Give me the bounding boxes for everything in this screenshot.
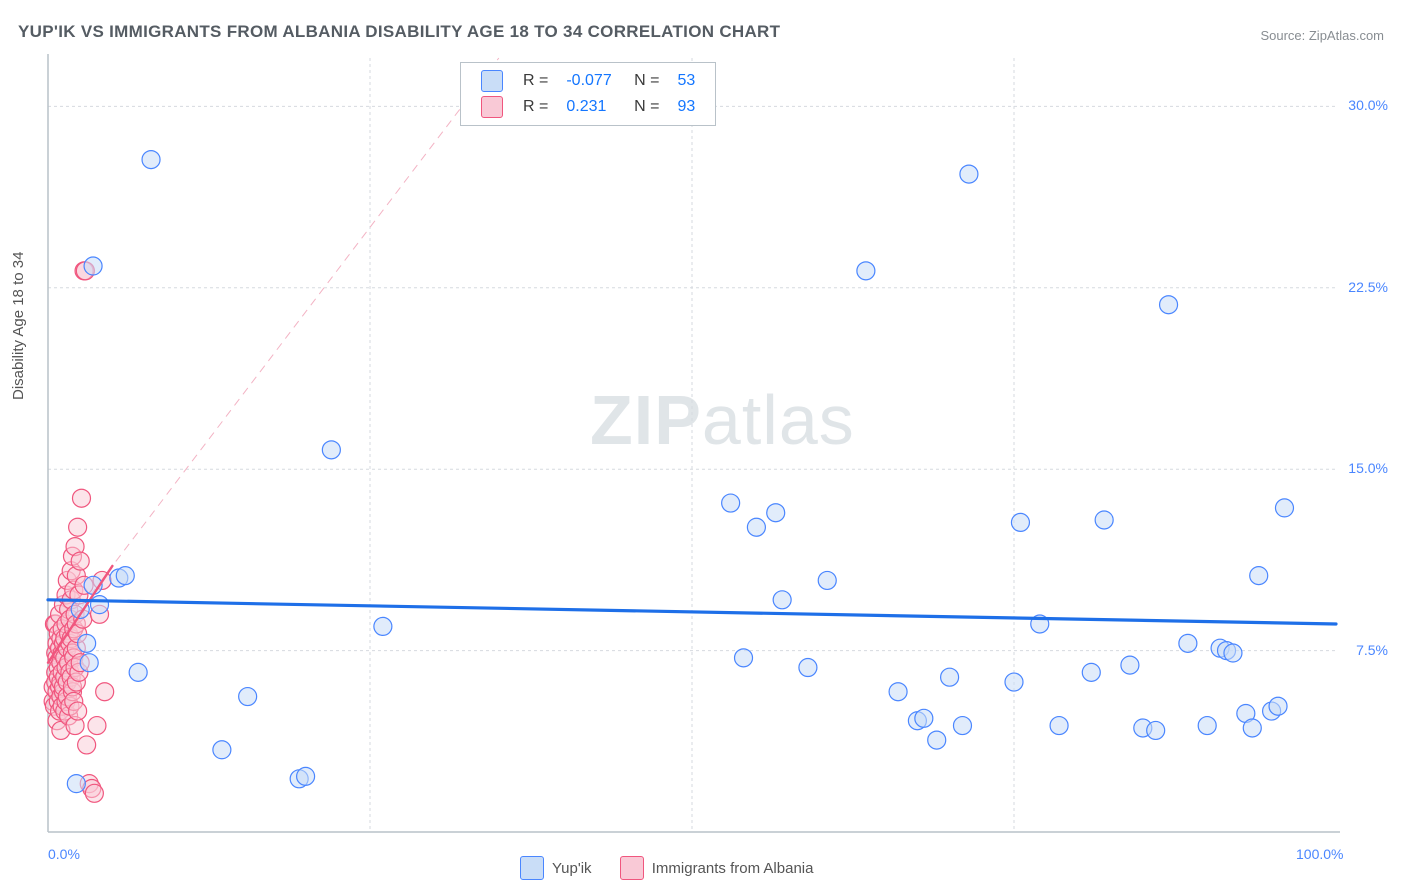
legend-stats-row-1: R = -0.077 N = 53 [473, 69, 703, 93]
x-tick: 0.0% [48, 846, 80, 862]
legend-stats-row-2: R = 0.231 N = 93 [473, 95, 703, 119]
legend-item-2: Immigrants from Albania [620, 856, 814, 880]
legend-stats: R = -0.077 N = 53 R = 0.231 N = 93 [460, 62, 716, 126]
y-tick: 30.0% [1348, 97, 1388, 113]
chart-container: YUP'IK VS IMMIGRANTS FROM ALBANIA DISABI… [0, 0, 1406, 892]
y-tick: 15.0% [1348, 460, 1388, 476]
legend-series: Yup'ik Immigrants from Albania [520, 856, 837, 884]
y-tick: 7.5% [1356, 642, 1388, 658]
y-axis-label: Disability Age 18 to 34 [10, 252, 27, 400]
scatter-plot [0, 0, 1406, 892]
x-tick: 100.0% [1296, 846, 1343, 862]
y-tick: 22.5% [1348, 279, 1388, 295]
legend-item-1: Yup'ik [520, 856, 592, 880]
